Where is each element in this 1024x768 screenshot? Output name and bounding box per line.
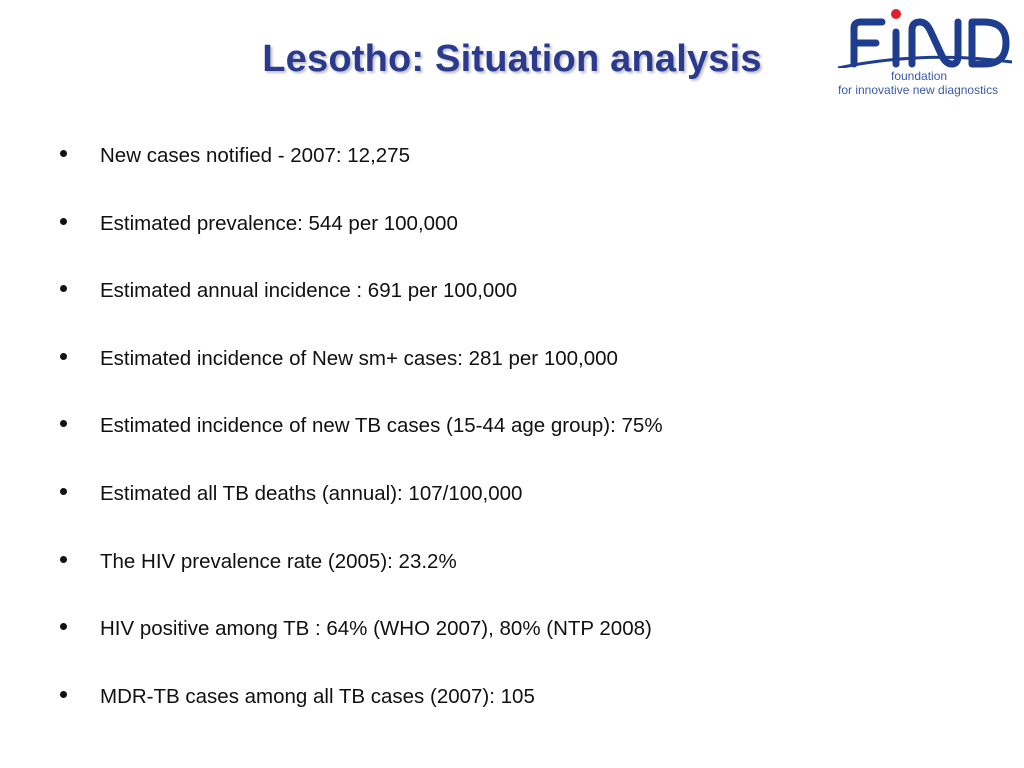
bullet-icon bbox=[60, 420, 67, 428]
slide-title: Lesotho: Situation analysis bbox=[262, 38, 762, 80]
bullet-text: HIV positive among TB : 64% (WHO 2007), … bbox=[100, 617, 652, 641]
bullet-text: Estimated annual incidence : 691 per 100… bbox=[100, 279, 518, 303]
bullet-icon bbox=[60, 217, 67, 225]
bullet-icon bbox=[60, 555, 67, 563]
bullet-text: The HIV prevalence rate (2005): 23.2% bbox=[100, 549, 457, 573]
bullet-icon bbox=[60, 623, 67, 631]
logo-tagline-line1: foundation bbox=[891, 69, 948, 83]
find-logo-mark-icon bbox=[837, 9, 1013, 68]
bullet-icon bbox=[60, 150, 67, 157]
bullet-icon bbox=[60, 352, 67, 360]
bullet-icon bbox=[60, 487, 67, 495]
bullet-text: New cases notified - 2007: 12,275 bbox=[100, 144, 410, 167]
bullet-text: MDR-TB cases among all TB cases (2007): … bbox=[100, 684, 535, 708]
bullet-text: Estimated incidence of new TB cases (15-… bbox=[100, 414, 663, 438]
bullet-text: Estimated all TB deaths (annual): 107/10… bbox=[100, 481, 523, 505]
bullet-text: Estimated incidence of New sm+ cases: 28… bbox=[100, 346, 618, 370]
bullet-icon bbox=[60, 285, 67, 293]
bullet-text: Estimated prevalence: 544 per 100,000 bbox=[100, 211, 458, 235]
bullet-icon bbox=[60, 690, 67, 698]
find-logo: foundation for innovative new diagnostic… bbox=[834, 6, 1014, 98]
logo-tagline-line2: for innovative new diagnostics bbox=[838, 83, 999, 97]
